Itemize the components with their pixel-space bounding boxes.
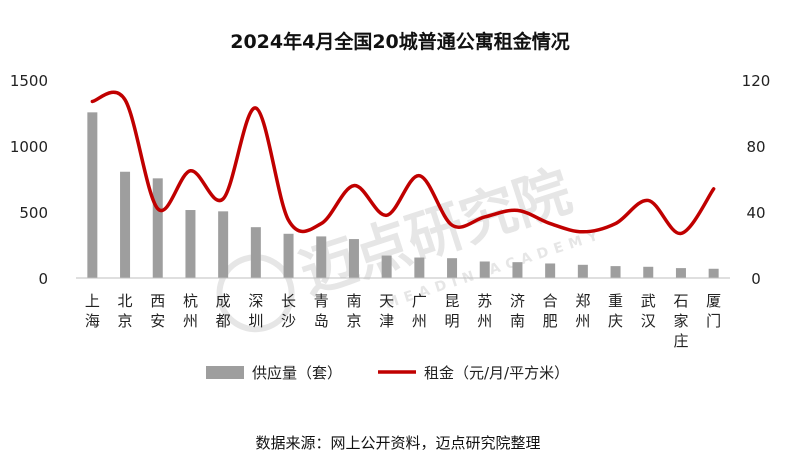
left-tick-label: 0 (38, 270, 48, 288)
source-note: 数据来源：网上公开资料，迈点研究院整理 (255, 434, 540, 452)
category-label: 天津 (379, 292, 394, 330)
left-tick-label: 1000 (10, 138, 48, 156)
supply-bar (577, 264, 588, 278)
supply-bar (87, 112, 98, 278)
category-label: 苏州 (477, 292, 492, 330)
supply-bar (381, 255, 392, 278)
category-label: 合肥 (543, 292, 558, 330)
supply-bars (87, 112, 719, 278)
chart-title: 2024年4月全国20城普通公寓租金情况 (230, 30, 570, 53)
category-label: 南京 (346, 292, 361, 330)
supply-bar (414, 257, 425, 278)
supply-bar (283, 233, 294, 278)
legend-label-rent: 租金（元/月/平方米） (424, 364, 569, 382)
supply-bar (675, 268, 686, 278)
supply-bar (512, 262, 523, 278)
right-tick-label: 120 (742, 72, 771, 90)
supply-bar (152, 178, 163, 278)
category-label: 长沙 (281, 292, 296, 330)
supply-bar (348, 239, 359, 278)
category-label: 成都 (216, 292, 231, 330)
category-label: 北京 (118, 292, 133, 330)
supply-bar (218, 211, 229, 278)
supply-bar (250, 227, 261, 278)
category-label: 广州 (412, 292, 427, 330)
legend-label-supply: 供应量（套） (252, 364, 342, 382)
category-label: 深圳 (248, 292, 263, 330)
category-label: 昆明 (445, 292, 460, 330)
legend: 供应量（套） 租金（元/月/平方米） (206, 364, 569, 382)
left-axis: 0 500 1000 1500 (10, 72, 48, 288)
category-label: 武汉 (641, 292, 656, 330)
legend-swatch-supply (206, 366, 244, 379)
supply-bar (545, 263, 556, 278)
left-tick-label: 1500 (10, 72, 48, 90)
category-label: 济南 (510, 292, 525, 330)
rent-line (90, 90, 716, 236)
category-label: 上海 (85, 292, 100, 330)
category-label: 青岛 (314, 292, 329, 330)
right-tick-label: 0 (751, 270, 761, 288)
right-axis: 0 40 80 120 (742, 72, 771, 288)
watermark-logo-icon (216, 254, 295, 333)
right-tick-label: 80 (746, 138, 765, 156)
right-tick-label: 40 (746, 204, 765, 222)
category-label: 西安 (150, 292, 165, 330)
supply-bar (610, 266, 621, 278)
category-label: 厦门 (706, 292, 721, 330)
supply-bar (185, 210, 196, 278)
category-label: 郑州 (575, 292, 590, 330)
supply-bar (708, 268, 719, 278)
category-label: 石家庄 (673, 292, 688, 350)
supply-bar (643, 266, 654, 278)
category-label: 杭州 (183, 292, 198, 330)
supply-bar (479, 261, 490, 278)
supply-bar (447, 258, 458, 278)
supply-bar (120, 171, 131, 278)
category-label: 重庆 (608, 292, 623, 330)
supply-bar (316, 236, 327, 278)
left-tick-label: 500 (19, 204, 48, 222)
